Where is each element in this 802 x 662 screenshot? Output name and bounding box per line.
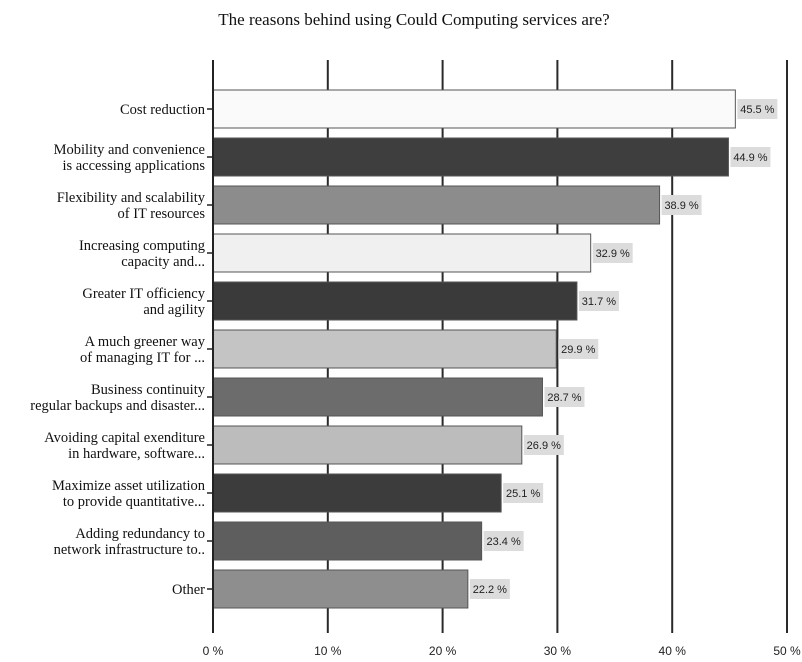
data-label-box bbox=[578, 291, 619, 311]
category-label: Flexibility and scalability of IT resourc… bbox=[57, 190, 206, 222]
x-tick-label: 40 % bbox=[659, 644, 687, 658]
data-label: 25.1 % bbox=[506, 488, 540, 500]
category-label: Greater IT officiency and agility bbox=[82, 286, 205, 318]
category-label: Other bbox=[172, 582, 205, 598]
data-label: 32.9 % bbox=[596, 248, 630, 260]
data-label: 23.4 % bbox=[487, 536, 521, 548]
data-label-box bbox=[469, 579, 510, 599]
bar bbox=[212, 137, 729, 177]
category-label: Mobility and convenience is accessing app… bbox=[54, 142, 206, 174]
data-label-box bbox=[523, 435, 564, 455]
data-label: 38.9 % bbox=[664, 200, 698, 212]
data-label: 45.5 % bbox=[740, 104, 774, 116]
data-label-box bbox=[592, 243, 633, 263]
data-label-box bbox=[483, 531, 524, 551]
bars bbox=[212, 89, 736, 609]
data-labels: 45.5 % 44.9 % 38.9 % 32.9 % 31.7 % 29.9 % 28.7… bbox=[469, 99, 778, 599]
x-axis-ticks: 0 % 10 % 20 % 30 % 40 % 50 % bbox=[203, 644, 801, 658]
chart-title: The reasons behind using Could Computing… bbox=[218, 10, 609, 29]
bar bbox=[212, 425, 523, 465]
data-label: 28.7 % bbox=[547, 392, 581, 404]
x-tick-label: 30 % bbox=[544, 644, 572, 658]
bar bbox=[212, 569, 469, 609]
category-label: Business continuity regular backups and d… bbox=[30, 382, 206, 414]
x-tick-label: 20 % bbox=[429, 644, 457, 658]
category-label: A much greener way of managing IT for ... bbox=[80, 334, 206, 366]
bar bbox=[212, 329, 557, 369]
category-label: Cost reduction bbox=[120, 102, 206, 118]
data-label-box bbox=[558, 339, 599, 359]
bar bbox=[212, 521, 483, 561]
bar bbox=[212, 377, 543, 417]
data-label: 44.9 % bbox=[733, 152, 767, 164]
x-tick-label: 10 % bbox=[314, 644, 342, 658]
bar bbox=[212, 473, 502, 513]
category-label: Adding redundancy to network infrastructu… bbox=[54, 526, 205, 558]
data-label: 31.7 % bbox=[582, 296, 616, 308]
category-label: Avoiding capital exenditure in hardware, … bbox=[44, 430, 205, 462]
bar bbox=[212, 89, 736, 129]
data-label: 26.9 % bbox=[527, 440, 561, 452]
category-label: Maximize asset utilization to provide qua… bbox=[52, 478, 206, 510]
bar bbox=[212, 281, 578, 321]
data-label: 29.9 % bbox=[561, 344, 595, 356]
bar bbox=[212, 185, 661, 225]
category-labels: Cost reduction Mobility and convenience is… bbox=[30, 102, 213, 598]
data-label-box bbox=[730, 147, 771, 167]
data-label-box bbox=[737, 99, 778, 119]
x-tick-label: 50 % bbox=[773, 644, 801, 658]
data-label-box bbox=[503, 483, 544, 503]
data-label-box bbox=[544, 387, 585, 407]
data-label: 22.2 % bbox=[473, 584, 507, 596]
x-tick-label: 0 % bbox=[203, 644, 224, 658]
category-label: Increasing computing capacity and... bbox=[79, 238, 205, 270]
data-label-box bbox=[661, 195, 702, 215]
bar bbox=[212, 233, 592, 273]
